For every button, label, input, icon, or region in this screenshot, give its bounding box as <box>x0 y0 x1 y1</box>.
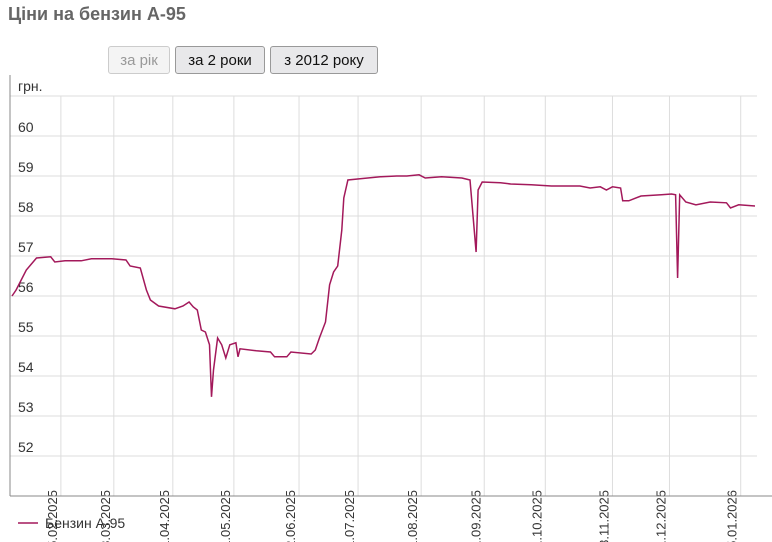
y-tick-label: 56 <box>18 279 34 295</box>
x-tick-label: 01.07.2025 <box>342 490 357 542</box>
period-button[interactable]: з 2012 року <box>270 46 378 74</box>
y-tick-label: 52 <box>18 439 34 455</box>
x-tick-label: 01.10.2025 <box>529 490 544 542</box>
x-tick-label: 01.09.2025 <box>468 490 483 542</box>
y-tick-label: 54 <box>18 359 34 375</box>
y-tick-label: 57 <box>18 239 34 255</box>
y-axis-label: грн. <box>18 78 43 94</box>
page-title: Ціни на бензин А-95 <box>8 4 186 24</box>
x-tick-label: 05.02.2025 <box>45 490 60 542</box>
x-tick-label: 02.06.2025 <box>283 490 298 542</box>
y-tick-label: 55 <box>18 319 34 335</box>
x-tick-label: 01.05.2025 <box>218 490 233 542</box>
y-tick-label: 53 <box>18 399 34 415</box>
y-tick-label: 59 <box>18 159 34 175</box>
x-tick-label: 03.03.2025 <box>98 490 113 542</box>
x-tick-label: 05.01.2026 <box>725 490 740 542</box>
x-tick-label: 03.11.2025 <box>596 490 611 542</box>
legend-label: Бензин А-95 <box>45 515 125 531</box>
period-button[interactable]: за 2 роки <box>175 46 265 74</box>
x-tick-label: 01.08.2025 <box>405 490 420 542</box>
x-tick-label: 01.12.2025 <box>653 490 668 542</box>
y-tick-label: 58 <box>18 199 34 215</box>
x-tick-label: 01.04.2025 <box>157 490 172 542</box>
y-tick-label: 60 <box>18 119 34 135</box>
price-line <box>11 174 756 397</box>
period-button[interactable]: за рік <box>108 46 170 74</box>
